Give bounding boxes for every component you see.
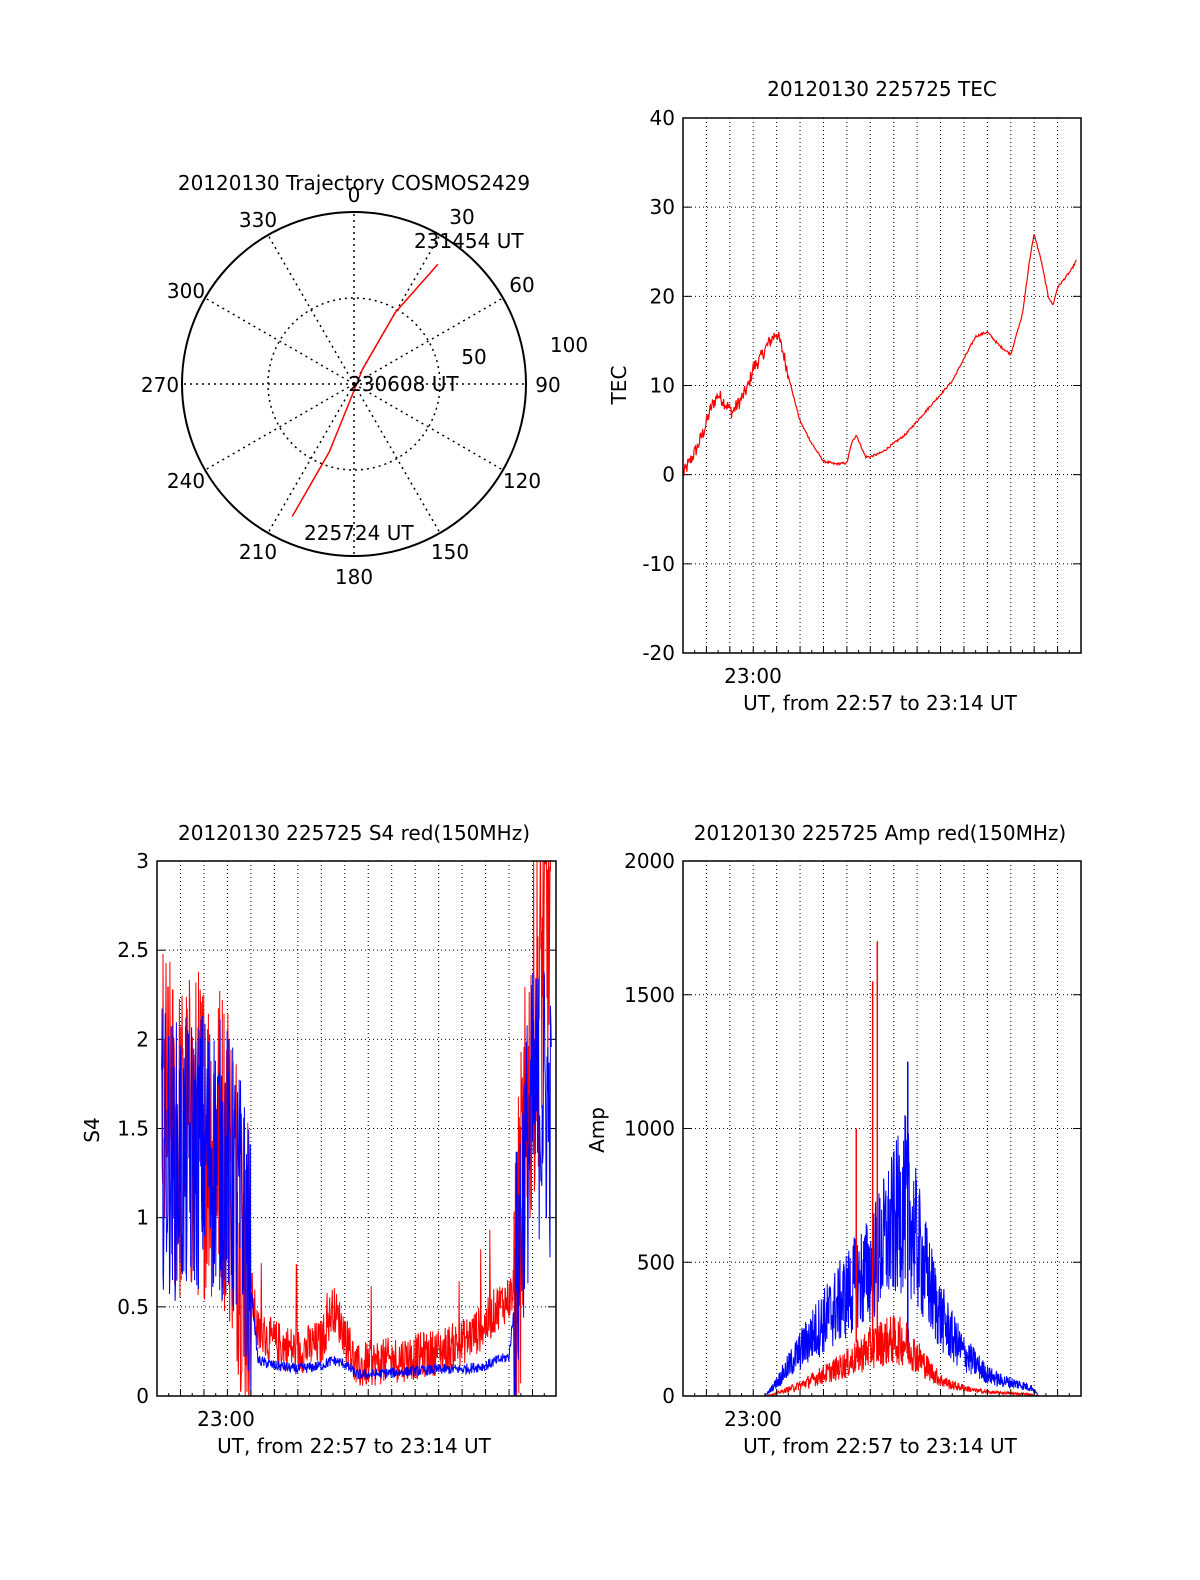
polar-angle-label: 240 [167,469,205,493]
series-line-1 [161,971,552,1396]
polar-spoke [267,383,355,534]
s4-ylabel: S4 [80,1117,104,1142]
tec-xlabel: UT, from 22:57 to 23:14 UT [743,691,1018,715]
polar-angle-label: 60 [509,273,534,297]
polar-angle-label: 210 [239,540,277,564]
polar-angle-label: 150 [431,540,469,564]
polar-trajectory-panel: 20120130 Trajectory COSMOS2429 0 30 60 90 12… [141,171,588,589]
polar-angle-label: 270 [141,373,179,397]
plot-data [683,234,1077,477]
polar-spoke [353,383,441,534]
polar-radius-label: 50 [461,345,486,369]
y-tick-label: 0 [136,1384,149,1408]
tec-xtick-label: 23:00 [724,664,782,688]
plot-grid [683,118,1081,653]
polar-angle-label: 90 [535,373,560,397]
polar-annotation-mid: 230608 UT [349,372,459,396]
polar-spoke [204,297,355,385]
polar-spoke [204,383,355,471]
s4-xtick-label: 23:00 [197,1407,255,1431]
y-tick-label: 1000 [624,1117,675,1141]
y-tick-label: -10 [642,552,675,576]
polar-spoke [267,234,355,385]
tec-panel: 20120130 225725 TEC TEC 23:00 UT, from 2… [607,77,1082,715]
plot-data [161,861,552,1396]
y-tick-label: 3 [136,849,149,873]
y-tick-label: 1500 [624,983,675,1007]
amp-title: 20120130 225725 Amp red(150MHz) [694,821,1066,845]
amp-xlabel: UT, from 22:57 to 23:14 UT [743,1434,1018,1458]
y-tick-label: 0 [662,463,675,487]
y-tick-label: 30 [650,195,675,219]
polar-radius-label: 100 [550,333,588,357]
s4-panel: 20120130 225725 S4 red(150MHz) S4 23:00 … [80,821,557,1458]
tec-ylabel: TEC [607,366,631,406]
y-tick-label: 1 [136,1206,149,1230]
y-tick-label: 500 [637,1250,675,1274]
y-tick-label: 0.5 [117,1295,149,1319]
s4-title: 20120130 225725 S4 red(150MHz) [178,821,530,845]
polar-angle-label: 120 [503,469,541,493]
amp-xtick-label: 23:00 [724,1407,782,1431]
amp-panel: 20120130 225725 Amp red(150MHz) Amp 23:0… [585,821,1082,1458]
polar-outer-circle [181,211,527,557]
polar-angle-label: 30 [449,205,474,229]
y-tick-label: 0 [662,1384,675,1408]
series-line-0 [683,1115,1077,1396]
y-tick-label: 1.5 [117,1117,149,1141]
polar-trajectory-line [291,263,439,517]
y-tick-label: -20 [642,641,675,665]
polar-angle-label: 180 [335,565,373,589]
y-tick-label: 2.5 [117,938,149,962]
y-tick-label: 20 [650,284,675,308]
tec-title: 20120130 225725 TEC [767,77,997,101]
polar-spoke [353,297,504,385]
plot-frame [682,117,1082,654]
polar-angle-label: 300 [167,279,205,303]
plot-frame [682,860,1082,1397]
polar-title: 20120130 Trajectory COSMOS2429 [178,171,530,195]
polar-angle-label: 0 [348,183,361,207]
polar-annotation-end: 231454 UT [414,229,524,253]
amp-ylabel: Amp [585,1107,609,1153]
series-line-0 [683,234,1077,477]
plot-data [683,941,1077,1396]
polar-angle-label: 330 [239,208,277,232]
plot-grid [683,861,1081,1396]
y-tick-label: 2000 [624,849,675,873]
y-tick-label: 40 [650,106,675,130]
y-tick-label: 2 [136,1027,149,1051]
s4-xlabel: UT, from 22:57 to 23:14 UT [217,1434,492,1458]
polar-annotation-start: 225724 UT [304,521,414,545]
polar-spoke [353,383,504,471]
y-tick-label: 10 [650,374,675,398]
